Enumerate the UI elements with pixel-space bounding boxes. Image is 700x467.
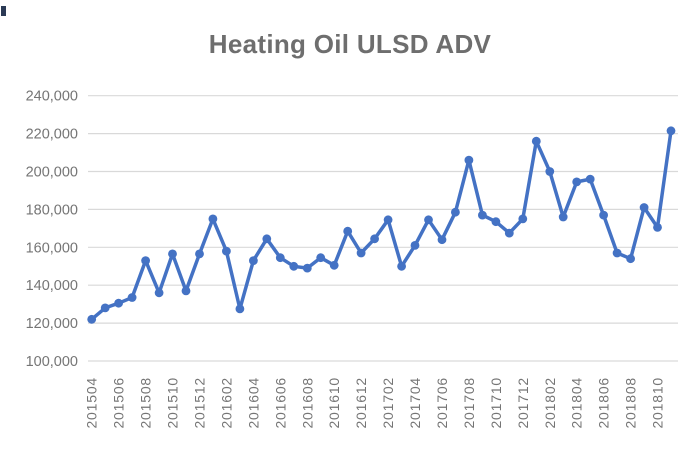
data-point-201512 [195,249,204,259]
data-point-201804 [572,177,582,187]
data-point-201710 [491,217,501,227]
x-tick-label: 201504 [84,377,100,429]
x-tick-label: 201706 [434,377,450,429]
x-tick-label: 201608 [299,377,315,429]
data-point-201611 [343,226,353,236]
data-point-201704 [410,241,420,250]
y-tick-label: 240,000 [26,89,78,105]
data-point-201604 [249,256,258,265]
data-point-201609 [316,253,326,263]
data-point-201709 [478,210,487,220]
data-point-201705 [424,215,433,225]
data-point-201802 [545,167,555,176]
data-point-201505 [100,303,110,313]
x-tick-label: 201804 [569,377,585,429]
data-point-201810 [653,223,662,232]
y-tick-label: 200,000 [26,165,78,181]
data-point-201703 [397,261,406,271]
data-point-201811 [666,126,676,136]
data-point-201712 [518,214,528,224]
series-line [89,129,673,322]
data-point-201607 [289,261,299,271]
data-point-201508 [141,256,151,265]
y-tick-label: 100,000 [26,354,78,370]
x-tick-label: 201704 [407,377,423,429]
data-point-201507 [127,293,137,302]
x-tick-label: 201506 [111,377,127,429]
x-tick-label: 201802 [542,377,558,429]
data-point-201601 [208,214,218,224]
data-point-201608 [302,263,312,273]
x-tick-label: 201512 [192,377,208,429]
data-point-201506 [114,298,123,308]
data-point-201707 [451,207,460,217]
corner-artifact [1,6,6,16]
data-point-201803 [558,212,568,222]
x-tick-label: 201602 [218,377,234,429]
x-tick-label: 201508 [138,377,154,429]
x-tick-label: 201702 [380,377,396,429]
data-point-201606 [275,253,285,263]
data-point-201701 [370,234,379,244]
data-point-201711 [504,228,514,238]
x-tick-label: 201708 [461,377,477,429]
data-point-201612 [356,248,366,258]
data-point-201806 [599,210,608,220]
data-point-201605 [262,234,272,244]
x-tick-label: 201810 [650,377,666,429]
y-tick-label: 160,000 [26,240,78,256]
data-point-201602 [222,246,231,256]
data-point-201807 [612,248,622,258]
x-tick-label: 201606 [272,377,288,429]
data-point-201702 [383,215,393,225]
data-point-201504 [87,314,97,324]
chart-title: Heating Oil ULSD ADV [208,29,492,59]
x-tick-label: 201712 [515,377,531,429]
x-tick-label: 201808 [623,377,639,429]
x-tick-label: 201710 [488,377,504,429]
x-tick-label: 201510 [165,377,181,429]
data-point-201509 [154,288,164,298]
data-point-201510 [168,249,177,259]
x-tick-label: 201604 [245,377,261,429]
data-point-201801 [531,136,541,146]
x-tick-label: 201612 [353,377,369,429]
data-point-201511 [181,286,191,296]
y-tick-label: 180,000 [26,202,78,218]
y-tick-label: 140,000 [26,278,78,294]
data-point-201603 [235,304,245,314]
data-point-201808 [626,254,635,264]
y-tick-label: 220,000 [26,127,78,143]
x-tick-label: 201610 [326,377,342,429]
y-tick-label: 120,000 [26,316,78,332]
x-tick-label: 201806 [596,377,612,429]
data-point-201805 [585,174,595,184]
data-point-201809 [639,203,649,212]
data-point-201706 [437,235,447,245]
data-point-201610 [329,260,339,270]
data-point-201708 [464,155,474,165]
